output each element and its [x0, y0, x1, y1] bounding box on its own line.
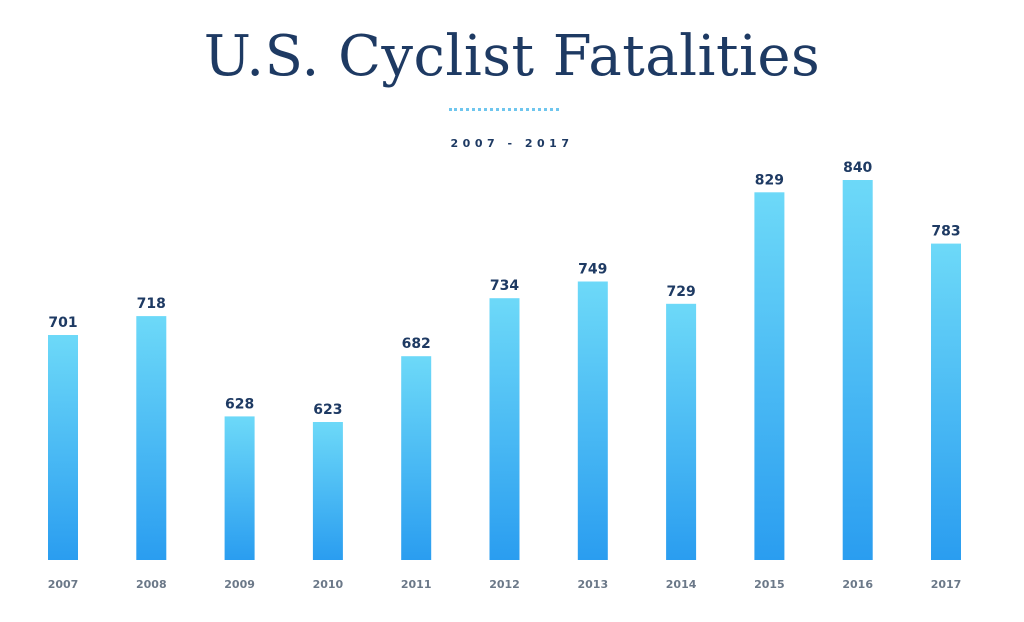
- bar-2012: [489, 298, 520, 560]
- chart-title: U.S. Cyclist Fatalities: [203, 24, 821, 89]
- bar-2007: [48, 335, 78, 560]
- value-label-2014: 729: [666, 284, 695, 300]
- x-tick-2010: 2010: [313, 578, 344, 591]
- bar-2017: [931, 243, 961, 560]
- value-label-2015: 829: [755, 172, 784, 188]
- bar-2014: [666, 303, 697, 560]
- bar-2011: [401, 356, 432, 560]
- x-tick-2015: 2015: [754, 578, 785, 591]
- value-label-2016: 840: [843, 160, 872, 176]
- bar-2010: [312, 422, 343, 560]
- value-label-2010: 623: [313, 402, 342, 418]
- x-tick-2011: 2011: [401, 578, 432, 591]
- value-label-2017: 783: [931, 224, 960, 240]
- x-tick-2012: 2012: [489, 578, 520, 591]
- x-tick-2008: 2008: [136, 578, 167, 591]
- bar-2013: [577, 281, 608, 560]
- x-tick-2014: 2014: [666, 578, 697, 591]
- x-tick-2013: 2013: [577, 578, 608, 591]
- value-label-2012: 734: [490, 278, 519, 294]
- bar-2009: [224, 416, 255, 560]
- chart-subtitle: 2007 - 2017: [450, 137, 574, 150]
- x-tick-2007: 2007: [48, 578, 79, 591]
- x-axis-ticks: 2007 2008 2009 2010 2011 2012 2013 2014 2015 2016…: [48, 578, 962, 591]
- bar-series: [48, 180, 961, 561]
- title-divider: [449, 108, 559, 111]
- bar-2016: [842, 180, 873, 560]
- value-labels: 701 718 628 623 682 734 749 729 829 840 783: [48, 160, 960, 418]
- x-tick-2016: 2016: [842, 578, 873, 591]
- value-label-2011: 682: [402, 336, 431, 352]
- bar-2015: [754, 192, 785, 561]
- bar-2008: [136, 316, 167, 560]
- x-tick-2009: 2009: [224, 578, 255, 591]
- value-label-2008: 718: [137, 296, 166, 312]
- x-tick-2017: 2017: [931, 578, 962, 591]
- value-label-2007: 701: [48, 315, 77, 331]
- value-label-2009: 628: [225, 396, 254, 412]
- value-label-2013: 749: [578, 262, 607, 278]
